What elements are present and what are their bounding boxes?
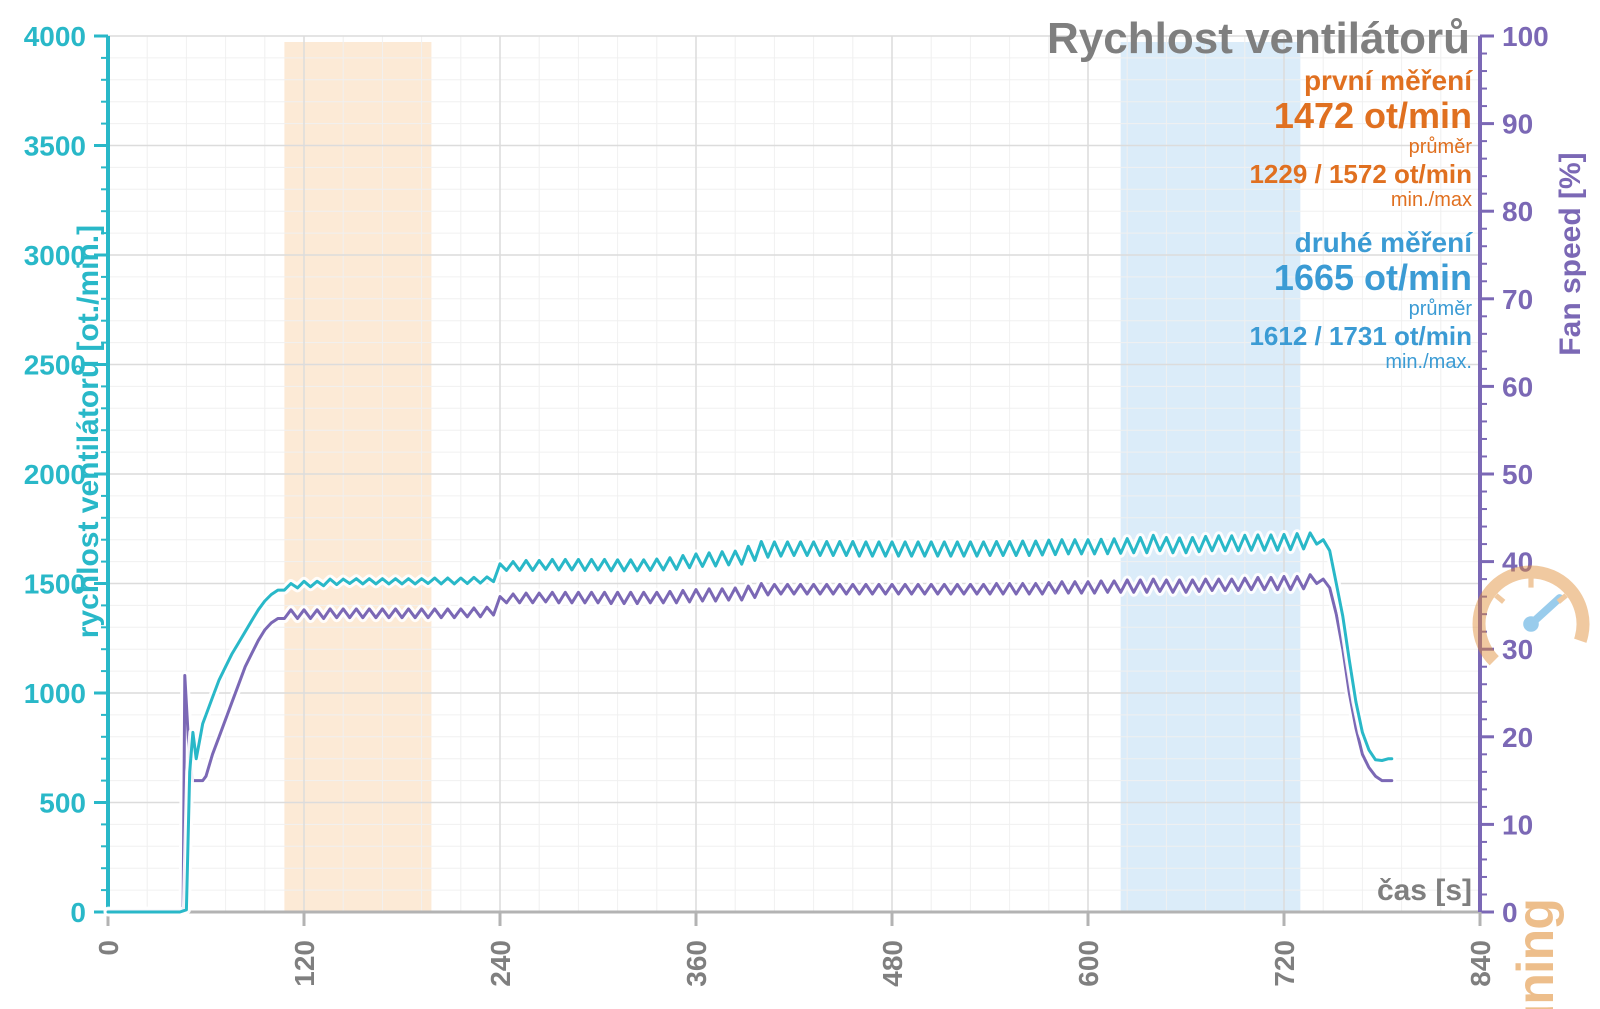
watermark: PCtuning [1506, 899, 1566, 1009]
svg-text:360: 360 [681, 940, 712, 987]
first-measurement-heading: první měření [1304, 66, 1472, 97]
first-measurement-main: 1472 ot/min průměr [1274, 96, 1472, 158]
first-measurement-range-sub: min./max [1249, 189, 1472, 211]
svg-text:480: 480 [877, 940, 908, 987]
watermark-tuning: tuning [1507, 899, 1565, 1009]
first-measurement-main-value: 1472 ot/min [1274, 95, 1472, 136]
svg-text:720: 720 [1269, 940, 1300, 987]
svg-text:100: 100 [1502, 21, 1549, 52]
svg-text:80: 80 [1502, 196, 1533, 227]
first-measurement-range-value: 1229 / 1572 ot/min [1249, 159, 1472, 189]
svg-text:50: 50 [1502, 459, 1533, 490]
svg-text:500: 500 [39, 788, 86, 819]
second-measurement-range: 1612 / 1731 ot/min min./max. [1249, 322, 1472, 373]
second-measurement-range-sub: min./max. [1249, 351, 1472, 373]
svg-text:70: 70 [1502, 284, 1533, 315]
chart-title: Rychlost ventilátorů [1047, 14, 1470, 64]
svg-text:Fan speed [%]: Fan speed [%] [1554, 152, 1587, 355]
second-measurement-range-value: 1612 / 1731 ot/min [1249, 321, 1472, 351]
svg-text:1000: 1000 [24, 678, 86, 709]
svg-text:čas [s]: čas [s] [1377, 874, 1472, 907]
svg-text:240: 240 [485, 940, 516, 987]
svg-text:840: 840 [1465, 940, 1496, 987]
second-measurement-heading: druhé měření [1295, 228, 1472, 259]
first-measurement-main-sub: průměr [1274, 136, 1472, 158]
watermark-gauge-icon [1466, 559, 1596, 689]
second-measurement-main: 1665 ot/min průměr [1274, 258, 1472, 320]
svg-text:10: 10 [1502, 809, 1533, 840]
svg-text:600: 600 [1073, 940, 1104, 987]
svg-text:120: 120 [289, 940, 320, 987]
second-measurement-main-value: 1665 ot/min [1274, 257, 1472, 298]
svg-text:60: 60 [1502, 371, 1533, 402]
svg-text:0: 0 [93, 940, 124, 956]
svg-text:90: 90 [1502, 109, 1533, 140]
svg-text:3500: 3500 [24, 131, 86, 162]
svg-text:0: 0 [70, 897, 86, 928]
svg-text:20: 20 [1502, 722, 1533, 753]
fan-speed-chart: 05001000150020002500300035004000rychlost… [0, 0, 1600, 1009]
second-measurement-main-sub: průměr [1274, 298, 1472, 320]
first-measurement-range: 1229 / 1572 ot/min min./max [1249, 160, 1472, 211]
svg-text:rychlost ventilátorů [ot./min.: rychlost ventilátorů [ot./min.] [72, 225, 105, 638]
svg-text:4000: 4000 [24, 21, 86, 52]
